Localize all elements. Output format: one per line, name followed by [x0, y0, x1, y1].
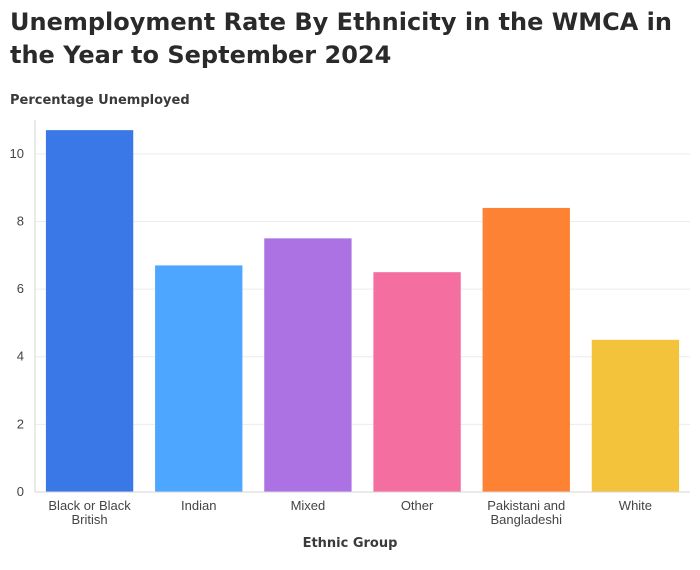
- y-axis-label: Percentage Unemployed: [10, 93, 190, 108]
- x-tick-labels: Black or Black British Indian Mixed Other Pak…: [48, 498, 652, 527]
- x-tick-label: Pakistani and Bangladeshi: [487, 498, 565, 527]
- bar-black-or-black-british: [45, 130, 134, 493]
- x-tick-label: Indian: [181, 498, 216, 513]
- x-tick-label: White: [619, 498, 652, 513]
- y-tick-labels: 0 2 4 6 8 10: [10, 146, 24, 499]
- y-tick-label: 0: [17, 484, 24, 499]
- x-tick-label: Mixed: [291, 498, 326, 513]
- x-axis-label: Ethnic Group: [302, 536, 398, 551]
- y-tick-label: 6: [17, 281, 24, 296]
- bar-pakistani-and-bangladeshi: [482, 207, 570, 492]
- axes: [34, 120, 690, 493]
- bar-mixed: [264, 238, 352, 492]
- y-tick-label: 10: [10, 146, 24, 161]
- y-tick-label: 8: [17, 213, 24, 228]
- y-tick-label: 4: [17, 349, 24, 364]
- grid-lines: [35, 153, 690, 425]
- bars: [45, 130, 680, 493]
- x-tick-label: Black or Black British: [48, 498, 131, 527]
- bar-white: [591, 339, 680, 492]
- chart-title: Unemployment Rate By Ethnicity in the WM…: [10, 8, 672, 69]
- x-tick-label: Other: [401, 498, 434, 513]
- bar-other: [373, 272, 461, 492]
- y-tick-label: 2: [17, 416, 24, 431]
- bar-indian: [155, 265, 243, 492]
